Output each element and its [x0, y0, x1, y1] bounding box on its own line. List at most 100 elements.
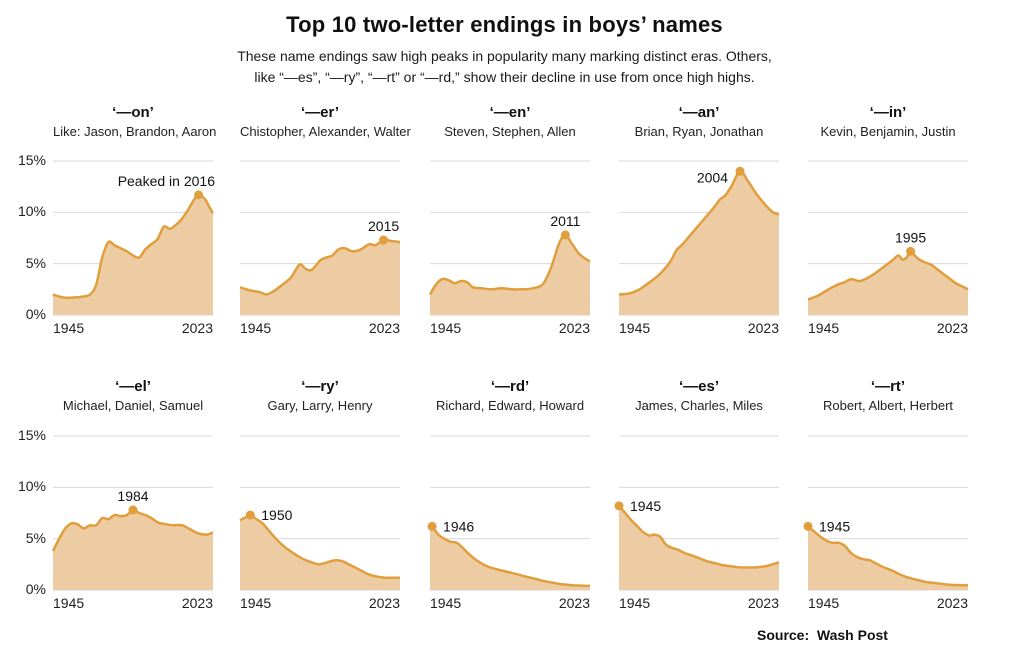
x-axis-label-start: 1945	[619, 320, 651, 336]
subtitle-line-2: like “—es”, “—ry”, “—rt” or “—rd,” show …	[254, 69, 755, 85]
area-chart: 1945	[614, 435, 780, 591]
chart-panel-in: ‘—in’ Kevin, Benjamin, Justin 1995 1945 2023	[807, 104, 969, 341]
peak-annotation: 1950	[261, 507, 292, 523]
page-title: Top 10 two-letter endings in boys’ names	[286, 12, 723, 37]
x-axis-label-end: 2023	[936, 320, 968, 336]
peak-dot	[194, 190, 204, 200]
trend-line	[51, 508, 214, 552]
chart-panel-er: ‘—er’ Chistopher, Alexander, Walter 2015 19…	[239, 104, 411, 341]
peak-dot	[735, 166, 745, 176]
chart-panel-rt: ‘—rt’ Robert, Albert, Herbert 1945 1945 2023	[803, 378, 969, 616]
panel-title: ‘—in’	[869, 104, 907, 121]
trend-line	[239, 238, 401, 296]
peak-annotation: 1945	[630, 498, 661, 514]
panel-title: ‘—er’	[300, 104, 340, 121]
trend-line	[52, 193, 215, 300]
area-chart: 1945	[803, 435, 969, 591]
x-axis-label-end: 2023	[368, 320, 400, 336]
x-axis-label-start: 1945	[430, 320, 462, 336]
peak-dot	[560, 230, 570, 240]
subtitle-line-1: These name endings saw high peaks in pop…	[237, 48, 772, 64]
peak-annotation: 2015	[368, 218, 399, 234]
peak-dot	[803, 521, 813, 531]
panel-title: ‘—rt’	[870, 378, 906, 395]
panel-title: ‘—el’	[115, 378, 151, 395]
panel-examples: Brian, Ryan, Jonathan	[634, 124, 764, 139]
x-axis-label-start: 1945	[53, 320, 85, 336]
panel-examples: Robert, Albert, Herbert	[822, 398, 954, 413]
y-axis-label: 10%	[17, 203, 46, 220]
peak-annotation: 1945	[819, 518, 850, 534]
panel-title: ‘—rd’	[490, 378, 530, 395]
area-chart: 2004	[618, 160, 780, 316]
x-axis-label-end: 2023	[181, 320, 213, 336]
x-axis-label-start: 1945	[240, 595, 272, 611]
chart-panel-rd: ‘—rd’ Richard, Edward, Howard 1946 1945 2023	[427, 378, 591, 616]
peak-dot	[245, 510, 255, 520]
area-series	[53, 509, 213, 590]
area-chart: 1950	[239, 435, 400, 591]
source-value: Wash Post	[816, 627, 888, 643]
x-axis-label-end: 2023	[747, 595, 779, 611]
peak-dot	[379, 235, 389, 245]
trend-line	[239, 513, 400, 580]
y-axis-label: 10%	[17, 478, 46, 495]
chart-panel-el: ‘—el’ Michael, Daniel, Samuel 1984 1945 2023	[51, 378, 214, 616]
panel-examples: Richard, Edward, Howard	[435, 398, 585, 413]
panel-examples: Kevin, Benjamin, Justin	[820, 124, 956, 139]
y-axis-label: 5%	[25, 529, 46, 546]
x-axis-label-end: 2023	[558, 595, 590, 611]
panel-examples: James, Charles, Miles	[635, 398, 763, 413]
panel-title: ‘—es’	[678, 378, 720, 395]
panel-title: ‘—an’	[678, 104, 720, 121]
peak-annotation: 1995	[895, 229, 926, 245]
area-series	[430, 526, 590, 590]
panel-title: ‘—ry’	[301, 378, 339, 395]
chart-panel-on: ‘—on’ Like: Jason, Brandon, Aaron Peaked i…	[52, 104, 217, 341]
chart-panel-en: ‘—en’ Steven, Stephen, Allen 2011 1945 2023	[428, 104, 591, 341]
x-axis-label-end: 2023	[181, 595, 213, 611]
area-series	[808, 251, 968, 315]
trend-line	[428, 524, 591, 588]
y-axis-label: 15%	[17, 152, 46, 168]
area-chart: 1984	[51, 435, 214, 591]
peak-dot	[427, 521, 437, 531]
chart-panel-an: ‘—an’ Brian, Ryan, Jonathan 2004 1945 2023	[618, 104, 780, 341]
area-series	[619, 171, 779, 315]
peak-annotation: Peaked in 2016	[118, 173, 216, 189]
peak-dot	[128, 505, 138, 515]
y-axis-label: 0%	[25, 306, 46, 322]
panel-examples: Gary, Larry, Henry	[267, 398, 373, 413]
x-axis-label-end: 2023	[368, 595, 400, 611]
x-axis-label-start: 1945	[808, 320, 840, 336]
peak-annotation: 1984	[117, 488, 148, 504]
source-label: Source:	[757, 627, 810, 643]
x-axis-label-end: 2023	[936, 595, 968, 611]
x-axis-label-start: 1945	[430, 595, 462, 611]
x-axis-label-start: 1945	[619, 595, 651, 611]
panel-title: ‘—en’	[489, 104, 531, 121]
peak-annotation: 1946	[443, 518, 474, 534]
y-axis-label: 15%	[17, 427, 46, 443]
peak-dot	[614, 501, 624, 511]
panel-title: ‘—on’	[112, 104, 154, 121]
area-series	[619, 505, 779, 590]
panel-examples: Like: Jason, Brandon, Aaron	[53, 124, 217, 139]
panel-examples: Michael, Daniel, Samuel	[62, 398, 204, 413]
chart-panel-es: ‘—es’ James, Charles, Miles 1945 1945 2023	[614, 378, 780, 616]
trend-line	[618, 170, 780, 296]
panel-examples: Steven, Stephen, Allen	[444, 124, 576, 139]
trend-line	[618, 504, 780, 569]
area-chart: 2011	[428, 160, 591, 316]
trend-line	[807, 250, 969, 301]
x-axis-label-end: 2023	[747, 320, 779, 336]
peak-annotation: 2011	[550, 213, 580, 229]
area-chart: 2015	[239, 160, 401, 316]
area-series	[53, 194, 213, 315]
x-axis-label-end: 2023	[558, 320, 590, 336]
trend-line	[807, 525, 969, 587]
peak-annotation: 2004	[697, 169, 728, 185]
chart-panel-ry: ‘—ry’ Gary, Larry, Henry 1950 1945 2023	[239, 378, 400, 616]
